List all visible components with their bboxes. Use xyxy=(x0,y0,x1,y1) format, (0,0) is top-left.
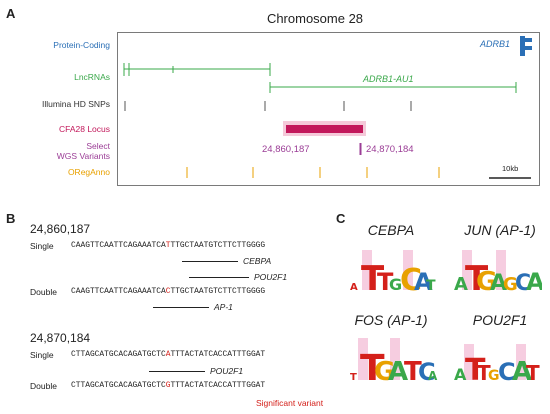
track-label-oreganno: ORegAnno xyxy=(67,167,110,177)
svg-text:T: T xyxy=(465,353,486,382)
variant2-double-label: Double xyxy=(30,381,57,391)
gene-label-adrb1: ADRB1 xyxy=(480,39,511,49)
svg-text:T: T xyxy=(361,259,385,292)
adrb1-gene-glyph xyxy=(520,36,532,56)
logo-title-fos: FOS (AP-1) xyxy=(354,312,428,328)
svg-text:A: A xyxy=(526,268,542,292)
lncrna-track xyxy=(123,63,517,93)
tf-label-pou2f1-2: POU2F1 xyxy=(210,366,244,376)
svg-text:T: T xyxy=(404,357,422,382)
motif-logo-pou2f1: A T T G C A T xyxy=(454,344,540,382)
variant-label-1: 24,860,187 xyxy=(262,144,310,155)
svg-text:G: G xyxy=(488,368,500,382)
variant2-single-seq: CTTAGCATGCACAGATGCTCATTTACTATCACCATTTGGA… xyxy=(71,350,266,359)
genome-tracks-svg xyxy=(123,36,532,179)
svg-text:T: T xyxy=(377,268,394,292)
tf-label-ap1: AP-1 xyxy=(214,302,233,312)
significant-variant-legend: Significant variant xyxy=(256,398,324,408)
motif-logo-fos: T T G A T C A xyxy=(350,338,438,382)
track-label-wgs: WGS Variants xyxy=(56,151,110,161)
logo-title-pou2f1: POU2F1 xyxy=(472,312,528,328)
variant-label-2: 24,870,184 xyxy=(366,144,414,155)
variant2-position: 24,870,184 xyxy=(30,331,91,345)
svg-text:G: G xyxy=(389,275,402,292)
variant2-single-label: Single xyxy=(30,350,54,360)
svg-text:C: C xyxy=(498,358,516,382)
track-label-locus: CFA28 Locus xyxy=(58,124,110,134)
svg-text:C: C xyxy=(400,263,422,292)
pou2f1-binding-line-2 xyxy=(149,371,205,372)
snp-track xyxy=(124,101,412,111)
variant1-double-seq: CAAGTTCAATTCAGAAATCACTTGCTAATGTCTTCTTGGG… xyxy=(71,287,266,296)
svg-text:C: C xyxy=(515,271,531,292)
svg-text:A: A xyxy=(414,268,433,292)
cfa28-locus-bar xyxy=(286,125,363,133)
svg-text:A: A xyxy=(490,271,507,292)
panel-c-letter: C xyxy=(336,211,346,226)
scale-bar-label: 10kb xyxy=(502,164,519,173)
motif-logo-jun: A T G A G C A xyxy=(454,250,542,292)
svg-text:T: T xyxy=(360,348,385,382)
svg-text:A: A xyxy=(350,282,358,292)
tf-label-cebpa: CEBPA xyxy=(243,256,272,266)
svg-text:G: G xyxy=(503,274,518,292)
svg-text:T: T xyxy=(350,372,357,382)
wgs-variant-ticks xyxy=(359,143,362,155)
panel-a-letter: A xyxy=(6,6,16,21)
svg-text:A: A xyxy=(512,357,532,382)
gene-label-adrb1-au1: ADRB1-AU1 xyxy=(363,74,414,84)
svg-text:C: C xyxy=(418,358,436,382)
logo-title-jun: JUN (AP-1) xyxy=(464,222,536,238)
svg-text:A: A xyxy=(428,369,438,382)
track-label-protein-coding: Protein-Coding xyxy=(53,40,110,50)
genome-browser-box xyxy=(117,32,540,186)
svg-text:T: T xyxy=(477,361,491,382)
logo-title-cebpa: CEBPA xyxy=(367,222,415,238)
svg-text:A: A xyxy=(454,274,468,292)
svg-text:A: A xyxy=(454,365,467,382)
pou2f1-binding-line-1 xyxy=(189,277,249,278)
oreganno-track xyxy=(186,167,440,178)
panel-b-letter: B xyxy=(6,211,16,226)
ap1-binding-line xyxy=(153,307,209,308)
svg-text:T: T xyxy=(526,361,540,382)
svg-text:G: G xyxy=(476,267,497,292)
variant1-position: 24,860,187 xyxy=(30,222,91,236)
track-label-snps: Illumina HD SNPs xyxy=(41,99,110,109)
svg-text:T: T xyxy=(465,259,489,292)
svg-text:T: T xyxy=(426,278,436,292)
svg-text:A: A xyxy=(388,357,408,382)
motif-logo-cebpa: A T T G C A T xyxy=(350,250,436,292)
track-label-select: Select xyxy=(86,141,110,151)
track-label-lncrnas: LncRNAs xyxy=(74,72,110,82)
variant1-single-seq: CAAGTTCAATTCAGAAATCATTTGCTAATGTCTTCTTGGG… xyxy=(71,241,266,250)
tf-label-pou2f1-1: POU2F1 xyxy=(254,272,288,282)
variant1-double-label: Double xyxy=(30,287,57,297)
variant2-double-seq: CTTAGCATGCACAGATGCTCGTTTACTATCACCATTTGGA… xyxy=(71,381,266,390)
chromosome-title: Chromosome 28 xyxy=(266,11,364,26)
svg-text:G: G xyxy=(374,357,395,382)
variant1-single-label: Single xyxy=(30,241,54,251)
cebpa-binding-line xyxy=(182,261,238,262)
